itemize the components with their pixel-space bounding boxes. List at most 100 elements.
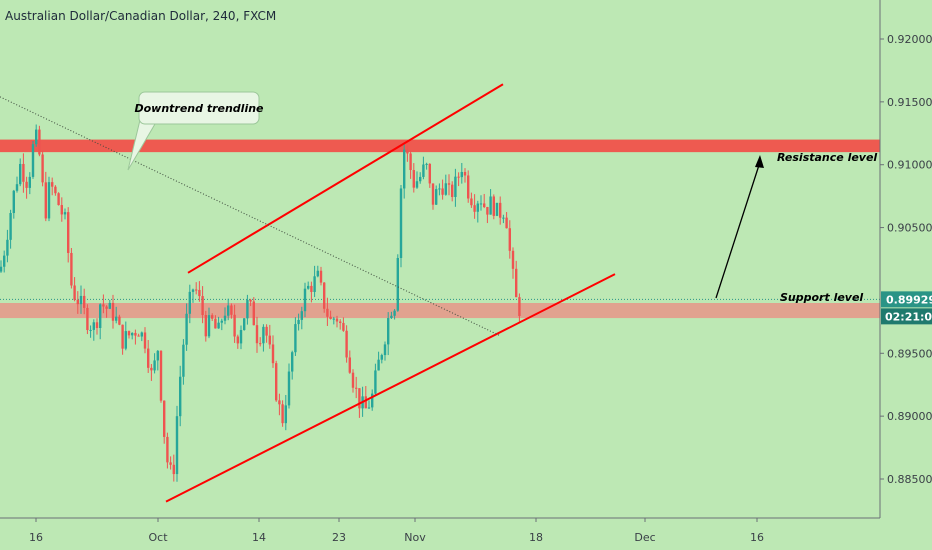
candle	[0, 266, 3, 272]
candle	[463, 171, 467, 176]
candle	[134, 332, 137, 336]
candle	[323, 282, 326, 309]
candle	[131, 332, 134, 336]
arrow-head-icon	[755, 155, 764, 168]
candle	[31, 144, 35, 177]
candle	[438, 188, 441, 190]
candle	[211, 315, 214, 319]
candle	[201, 296, 204, 316]
candle	[406, 149, 409, 154]
candle	[204, 315, 207, 337]
candle	[383, 344, 387, 356]
candle	[252, 301, 255, 326]
candle	[515, 268, 518, 298]
candle	[99, 304, 102, 329]
candle	[259, 343, 262, 345]
candle	[70, 252, 73, 286]
y-tick-label: 0.88500	[887, 473, 932, 486]
candle	[470, 198, 473, 206]
candle	[268, 335, 271, 345]
candle	[425, 163, 428, 165]
candle	[51, 182, 54, 187]
candle	[451, 184, 454, 197]
candle	[467, 175, 470, 199]
candle	[422, 164, 425, 177]
candle	[147, 348, 150, 368]
candle	[15, 184, 19, 191]
candle	[431, 183, 435, 205]
candle	[403, 149, 406, 189]
candle	[489, 196, 492, 215]
candle	[339, 321, 342, 323]
candle	[444, 183, 447, 195]
candle	[108, 302, 111, 309]
candle	[207, 315, 211, 337]
candle	[390, 315, 393, 319]
y-tick-label: 0.89500	[887, 347, 932, 360]
candle	[159, 350, 163, 401]
candle	[335, 318, 339, 322]
candle	[54, 186, 57, 194]
x-tick-label: 16	[750, 531, 764, 544]
y-tick-label: 0.91500	[887, 96, 932, 109]
candle	[214, 318, 217, 329]
candle	[483, 203, 486, 208]
candle	[172, 464, 175, 475]
candle	[377, 359, 380, 371]
channel-upper-line	[187, 83, 504, 274]
candle	[387, 318, 390, 345]
x-tick-label: 16	[29, 531, 43, 544]
candle	[454, 176, 457, 197]
candle	[495, 202, 499, 216]
candle	[63, 212, 67, 215]
candle	[310, 285, 313, 292]
candle	[115, 316, 118, 321]
x-tick-label: 23	[332, 531, 346, 544]
candle	[198, 289, 201, 297]
candle	[233, 314, 236, 337]
candle	[291, 352, 294, 372]
candle	[374, 370, 377, 394]
candle	[249, 300, 252, 302]
candle	[60, 205, 63, 215]
candle	[371, 393, 374, 408]
candle	[518, 297, 521, 316]
candle	[86, 307, 89, 331]
resistance-zone	[0, 139, 880, 153]
candle	[303, 288, 307, 312]
candle	[67, 212, 70, 253]
candle	[367, 407, 371, 409]
candle	[380, 355, 383, 360]
candle	[399, 188, 403, 258]
candle	[412, 170, 415, 188]
y-tick-label: 0.91000	[887, 159, 932, 172]
candle	[44, 182, 47, 219]
candle	[47, 182, 51, 219]
candle	[217, 322, 220, 329]
y-tick-label: 0.90500	[887, 222, 932, 235]
candle	[163, 400, 166, 437]
candle	[223, 315, 227, 321]
candle	[447, 183, 451, 185]
countdown-badge	[881, 308, 932, 325]
candle	[169, 462, 172, 465]
candle	[511, 250, 515, 269]
current-price-value: 0.89929	[886, 293, 932, 306]
candle	[284, 405, 287, 424]
candle	[428, 163, 431, 184]
downtrend-label: Downtrend trendline	[134, 102, 264, 115]
candle	[345, 330, 348, 358]
candle	[329, 316, 332, 319]
forecast-arrow	[715, 161, 761, 299]
candle	[105, 306, 108, 309]
candle	[140, 332, 143, 337]
y-tick-label: 0.89000	[887, 410, 932, 423]
candle	[3, 255, 6, 267]
candle	[95, 322, 99, 329]
support-zone	[0, 303, 880, 319]
candle	[22, 163, 25, 182]
candle	[364, 396, 367, 409]
